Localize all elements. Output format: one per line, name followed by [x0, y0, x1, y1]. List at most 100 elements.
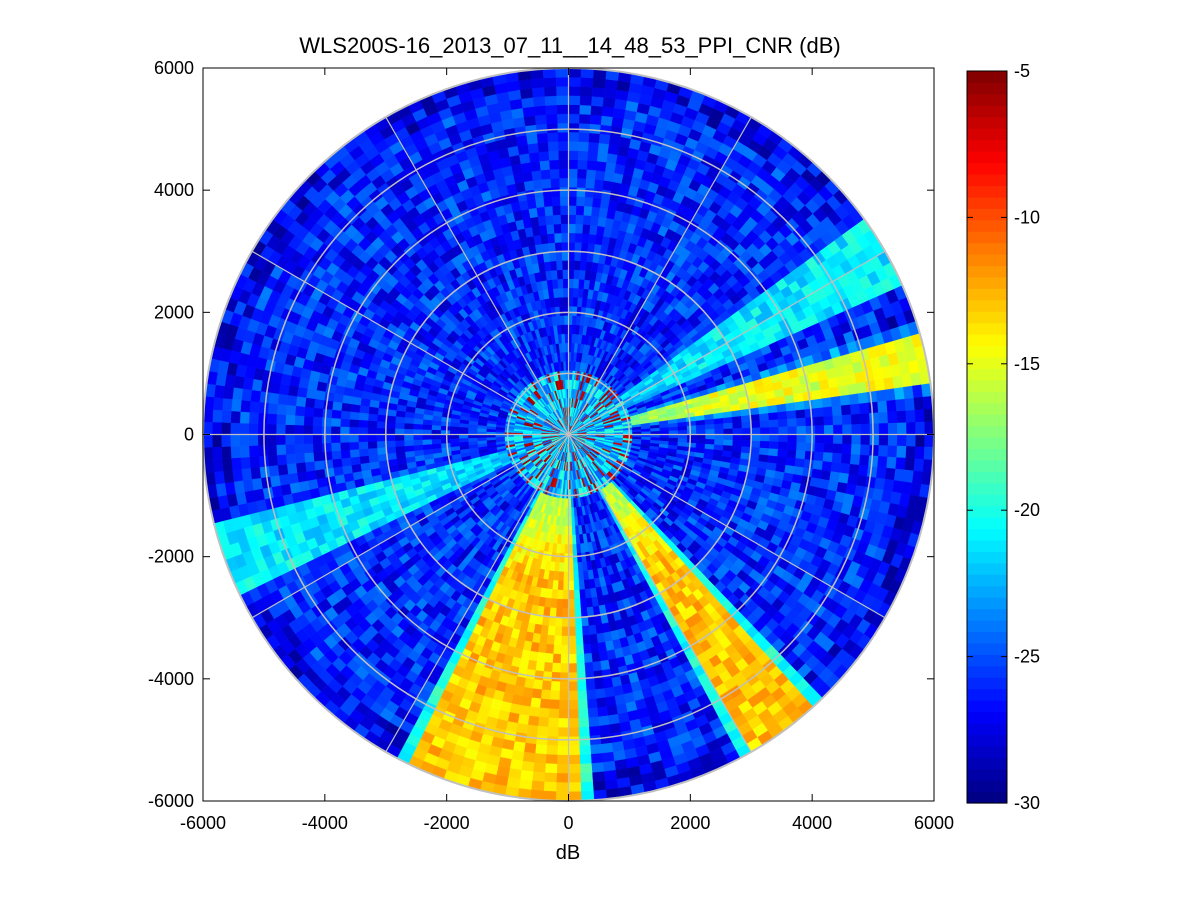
- cnr-cell: [778, 434, 789, 443]
- cnr-cell: [769, 434, 779, 443]
- cnr-cell: [568, 159, 579, 170]
- cnr-cell: [741, 421, 752, 429]
- cnr-cell: [832, 415, 843, 426]
- cnr-cell: [574, 251, 582, 262]
- cnr-cell: [558, 718, 569, 728]
- cnr-cell: [677, 430, 688, 435]
- cnr-cell: [585, 178, 596, 189]
- cnr-cell: [896, 445, 907, 459]
- cnr-cell: [559, 681, 569, 692]
- cnr-cell: [547, 726, 559, 737]
- cnr-cell: [571, 516, 576, 527]
- cnr-cell: [583, 205, 593, 217]
- cnr-cell: [561, 626, 569, 637]
- cnr-cell: [560, 635, 569, 646]
- cnr-cell: [593, 670, 604, 681]
- cnr-cell: [868, 401, 879, 414]
- cnr-cell: [586, 698, 598, 709]
- cnr-cell: [601, 106, 615, 118]
- cnr-cell: [802, 391, 814, 402]
- cnr-cell: [576, 187, 586, 198]
- cnr-cell: [732, 422, 743, 429]
- cnr-cell: [538, 707, 550, 719]
- cnr-cell: [777, 411, 788, 421]
- cnr-cell: [568, 773, 581, 783]
- cnr-cell: [740, 408, 751, 417]
- cnr-cell: [914, 409, 925, 423]
- cnr-cell: [579, 104, 592, 115]
- cnr-cell: [777, 441, 788, 451]
- cnr-cell: [545, 754, 558, 765]
- cnr-cell: [578, 726, 590, 737]
- cnr-cell: [568, 168, 578, 179]
- cnr-cell: [869, 412, 880, 425]
- cnr-cell: [875, 466, 887, 480]
- cnr-cell: [768, 441, 779, 450]
- cnr-cell: [796, 417, 807, 427]
- cnr-cell: [568, 736, 580, 747]
- cnr-cell: [822, 452, 834, 463]
- cnr-cell: [604, 779, 619, 791]
- cnr-cell: [602, 677, 614, 689]
- cnr-cell: [603, 87, 618, 100]
- cnr-cell: [704, 418, 715, 426]
- cnr-cell: [805, 425, 816, 435]
- cnr-cell: [866, 390, 878, 404]
- cnr-cell: [568, 104, 581, 115]
- cnr-cell: [848, 393, 860, 406]
- cnr-cell: [575, 205, 585, 216]
- cnr-cell: [523, 742, 537, 754]
- cnr-cell: [568, 214, 577, 225]
- cnr-cell: [766, 397, 777, 407]
- cnr-cell: [686, 425, 697, 431]
- cnr-cell: [539, 633, 548, 645]
- cnr-cell: [924, 421, 935, 435]
- cnr-cell: [554, 617, 563, 628]
- cnr-cell: [605, 162, 617, 174]
- cnr-cell: [576, 177, 587, 188]
- cnr-cell: [812, 460, 824, 471]
- cnr-cell: [568, 562, 574, 573]
- cnr-cell: [595, 697, 607, 709]
- cnr-cell: [552, 653, 562, 664]
- cnr-cell: [878, 445, 889, 458]
- cnr-cell: [588, 141, 600, 153]
- cnr-cell: [543, 662, 553, 673]
- cnr-cell: [795, 450, 806, 460]
- cnr-cell: [805, 416, 816, 427]
- cnr-cell: [571, 534, 577, 545]
- cnr-cell: [814, 425, 825, 435]
- cnr-cell: [849, 403, 861, 415]
- cnr-cell: [580, 251, 588, 262]
- cnr-cell: [541, 680, 552, 691]
- cnr-cell: [859, 402, 870, 415]
- cnr-cell: [750, 427, 761, 435]
- cnr-cell: [577, 168, 588, 179]
- cnr-cell: [714, 428, 725, 435]
- cnr-cell: [573, 287, 579, 298]
- cnr-cell: [722, 417, 733, 424]
- cnr-cell: [650, 427, 661, 432]
- cnr-cell: [568, 113, 580, 124]
- cnr-cell: [568, 95, 581, 106]
- cnr-cell: [568, 718, 579, 728]
- cnr-cell: [563, 553, 569, 564]
- cnr-cell: [570, 507, 575, 518]
- cnr-cell: [600, 115, 614, 127]
- cnr-cell: [601, 751, 615, 763]
- cnr-cell: [924, 434, 935, 448]
- cnr-cell: [582, 224, 591, 235]
- cnr-cell: [533, 670, 544, 681]
- cnr-cell: [557, 727, 569, 738]
- cnr-cell: [794, 458, 806, 468]
- cnr-cell: [568, 223, 577, 234]
- cnr-cell: [598, 133, 611, 145]
- cnr-cell: [534, 744, 548, 755]
- cnr-cell: [714, 439, 724, 446]
- cnr-cell: [609, 667, 621, 679]
- cnr-cell: [749, 407, 760, 416]
- cnr-cell: [578, 717, 590, 728]
- cnr-cell: [591, 206, 601, 217]
- cnr-cell: [893, 387, 905, 401]
- cnr-cell: [596, 706, 609, 718]
